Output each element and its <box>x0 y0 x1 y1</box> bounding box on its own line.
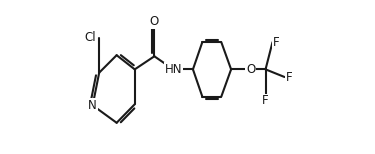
Text: HN: HN <box>165 63 182 76</box>
Text: N: N <box>88 99 97 112</box>
Text: F: F <box>273 36 279 49</box>
Text: O: O <box>150 15 159 28</box>
Text: Cl: Cl <box>84 31 96 44</box>
Text: F: F <box>262 95 269 107</box>
Text: O: O <box>246 63 255 76</box>
Text: F: F <box>286 71 292 83</box>
